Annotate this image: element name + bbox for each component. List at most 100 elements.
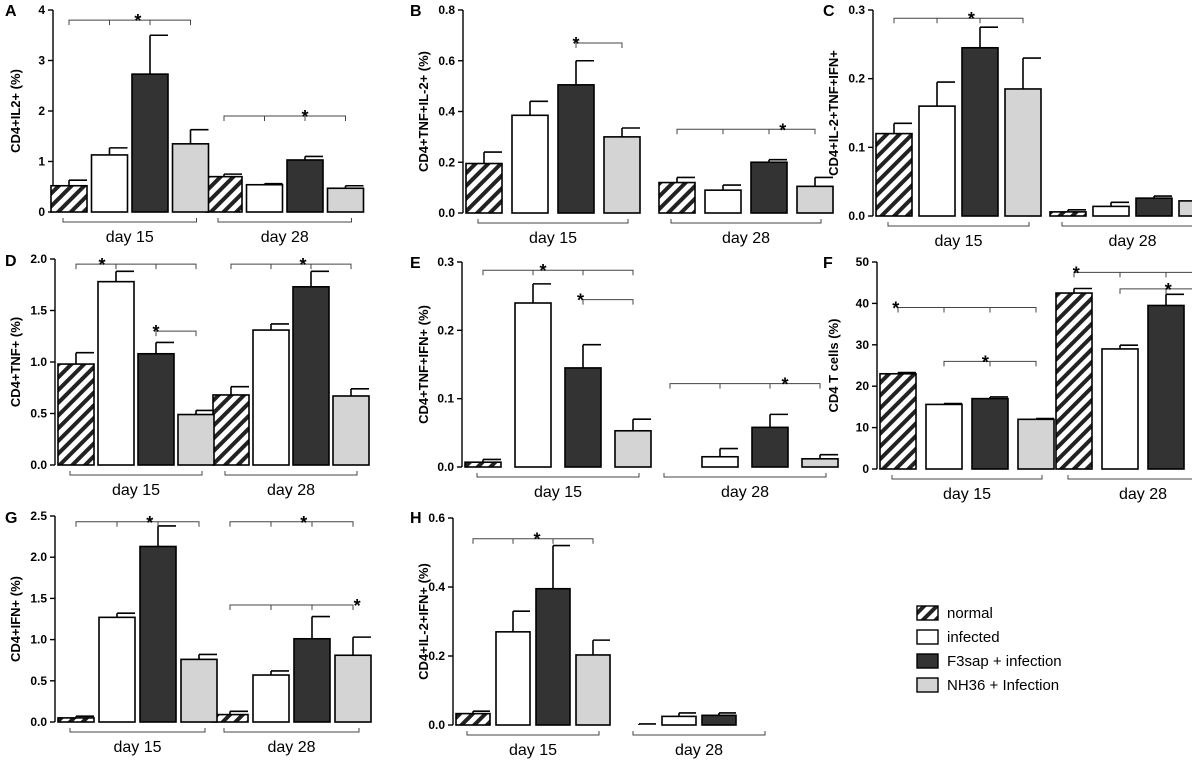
y-axis-label: CD4+TNF+ (%)	[8, 317, 23, 407]
bar-f3sap-day28	[751, 426, 789, 468]
y-tick-label: 0.5	[30, 674, 47, 688]
bar-infected-day28	[252, 674, 290, 723]
bar-f3sap-day15	[139, 545, 177, 723]
significance-bracket	[155, 330, 197, 337]
y-tick-label: 1.5	[30, 591, 47, 605]
panel-c: C 0.0 0.1 0.2 0.3 CD4+IL-2+TNF+IFN+ day 15 day …	[823, 3, 1192, 250]
significance-star: *	[300, 513, 307, 533]
y-tick-label: 2	[38, 104, 45, 118]
significance-star: *	[781, 375, 788, 395]
y-tick-label: 40	[856, 296, 870, 310]
y-tick-label: 3	[38, 54, 45, 68]
group-label: day 28	[267, 482, 315, 499]
legend-item-nh36: NH36 + Infection	[916, 677, 1059, 694]
bar-infected-day28	[252, 329, 290, 466]
y-tick-label: 20	[856, 379, 870, 393]
panel-a: A 0 1 2 3 4 CD4+IL2+ (%) day 15 day 28 * *	[5, 3, 365, 246]
group-label: day 15	[934, 233, 982, 250]
y-tick-label: 2.5	[30, 509, 47, 523]
group-bracket	[663, 473, 827, 478]
significance-bracket	[669, 383, 821, 389]
group-bracket	[632, 731, 766, 736]
y-tick-label: 0.4	[438, 105, 455, 119]
group-bracket	[217, 218, 352, 223]
bar-normal-day28	[205, 175, 243, 213]
panel-letter: E	[410, 255, 421, 272]
bar-normal-day15	[879, 372, 917, 470]
bar-infected-day15	[97, 280, 135, 466]
panel-letter: C	[823, 3, 835, 20]
y-tick-label: 1	[38, 155, 45, 169]
legend-swatch-infected	[916, 629, 939, 645]
group-label: day 28	[675, 742, 723, 759]
bar-nh36-day28	[1178, 200, 1192, 217]
group-label: day 15	[106, 229, 154, 246]
bar-nh36-day15	[1017, 418, 1055, 470]
bar-infected-day15	[98, 616, 136, 723]
bar-nh36-day28	[796, 185, 834, 214]
y-axis-label: CD4 T cells (%)	[826, 319, 841, 413]
group-label: day 28	[1108, 233, 1156, 250]
group-bracket	[224, 471, 358, 476]
y-tick-label: 0.0	[30, 458, 47, 472]
y-tick-label: 0.0	[437, 460, 454, 474]
y-tick-label: 4	[38, 3, 45, 17]
y-tick-label: 0.2	[848, 72, 865, 86]
bar-f3sap-day15	[971, 397, 1009, 470]
y-tick-label: 0.2	[438, 155, 455, 169]
bar-normal-day15	[57, 717, 95, 723]
panel-letter: F	[823, 255, 833, 272]
legend-item-normal: normal	[916, 605, 993, 622]
significance-star: *	[533, 530, 540, 550]
group-label: day 15	[112, 482, 160, 499]
significance-bracket	[582, 299, 634, 305]
legend-label: infected	[947, 629, 1000, 646]
y-tick-label: 0.2	[437, 323, 454, 337]
bar-nh36-day15	[180, 658, 218, 723]
bar-f3sap-day28	[293, 637, 331, 723]
significance-star: *	[354, 596, 361, 616]
bar-normal-day15	[50, 184, 88, 213]
group-bracket	[466, 731, 600, 736]
bar-f3sap-day15	[137, 352, 175, 466]
significance-bracket	[75, 263, 197, 270]
significance-star: *	[98, 255, 105, 275]
y-axis-label: CD4+TNF+IFN+ (%)	[416, 305, 431, 424]
panel-h: H 0.0 0.2 0.4 0.6 CD4+IL-2+IFN+ (%) day 15 day …	[410, 510, 766, 759]
y-tick-label: 0.3	[437, 255, 454, 269]
group-bracket	[223, 728, 360, 733]
significance-bracket	[893, 17, 1024, 24]
bar-f3sap-day28	[1135, 197, 1173, 217]
panel-g: G 0.0 0.5 1.0 1.5 2.0 2.5 CD4+IFN+ (%) day 15 day…	[5, 509, 372, 756]
bar-nh36-day15	[575, 654, 611, 726]
panel-f: F 0 10 20 30 40 50 CD4 T cells (%) day 15 day 28 *…	[823, 255, 1192, 503]
significance-bracket	[1119, 288, 1192, 294]
group-label: day 28	[267, 739, 315, 756]
panel-d: D 0.0 0.5 1.0 1.5 2.0 CD4+TNF+ (%) day 15 day 28…	[5, 252, 370, 499]
y-tick-label: 0.0	[428, 718, 445, 732]
legend-swatch-nh36	[916, 677, 939, 693]
group-label: day 28	[721, 484, 769, 501]
y-tick-label: 1.0	[30, 633, 47, 647]
bar-infected-day15	[511, 114, 549, 214]
panel-b: B 0.0 0.2 0.4 0.6 0.8 CD4+TNF+IL-2+ (%) day 15 d…	[410, 3, 834, 247]
y-axis-label: CD4+IFN+ (%)	[8, 576, 23, 662]
bar-infected-day15	[495, 631, 531, 726]
panel-e: E 0.0 0.1 0.2 0.3 CD4+TNF+IFN+ (%) day 15 day 2…	[410, 255, 839, 501]
significance-star: *	[301, 107, 308, 127]
bar-infected-day28	[245, 183, 284, 213]
bar-nh36-day15	[603, 136, 641, 214]
bar-normal-day15	[875, 132, 913, 217]
significance-star: *	[539, 261, 546, 281]
bar-normal-day28	[1055, 292, 1093, 470]
group-label: day 15	[509, 742, 557, 759]
significance-bracket	[230, 263, 352, 270]
group-bracket	[887, 222, 1030, 227]
bar-f3sap-day28	[1147, 304, 1185, 470]
legend-swatch-f3sap	[916, 653, 939, 669]
panel-letter: B	[410, 3, 422, 20]
y-tick-label: 0.5	[30, 407, 47, 421]
y-axis-label: CD4+IL-2+IFN+ (%)	[416, 563, 431, 680]
legend-item-infected: infected	[916, 629, 1000, 646]
